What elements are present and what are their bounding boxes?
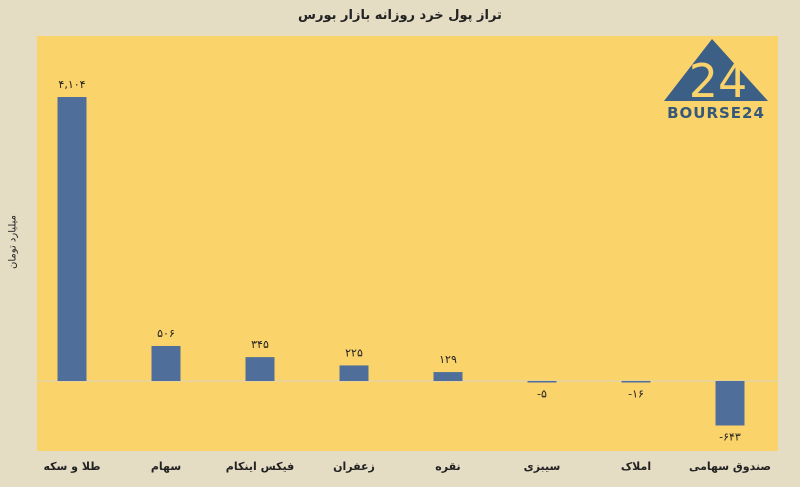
category-label-2: فیکس اینکام <box>226 460 294 473</box>
bar-3 <box>339 365 369 381</box>
value-label-5: -۵ <box>537 388 547 401</box>
bar-2 <box>245 357 275 381</box>
bar-0 <box>57 97 87 381</box>
bar-7 <box>715 381 745 426</box>
value-label-0: ۴,۱۰۴ <box>58 78 85 91</box>
logo-digits: 24 <box>689 54 748 108</box>
category-label-7: صندوق سهامی <box>689 460 771 473</box>
category-label-1: سهام <box>151 460 181 473</box>
bar-1 <box>151 345 181 381</box>
bar-6 <box>621 381 651 383</box>
value-label-2: ۳۴۵ <box>251 338 269 351</box>
chart-title: تراز پول خرد روزانه بازار بورس <box>298 8 502 23</box>
logo-triangle <box>664 39 768 101</box>
value-label-1: ۵۰۶ <box>157 327 175 340</box>
category-label-6: املاک <box>621 460 651 473</box>
bar-4 <box>433 372 463 381</box>
value-label-6: -۱۶ <box>628 388 644 401</box>
category-label-4: نقره <box>435 460 460 473</box>
category-label-5: سیبزی <box>524 460 561 473</box>
bar-5 <box>527 381 557 383</box>
value-label-3: ۲۲۵ <box>345 346 363 359</box>
category-label-0: طلا و سکه <box>43 460 100 473</box>
category-label-3: زعفران <box>333 460 375 473</box>
bourse24-logo-mark: 24 <box>664 39 768 108</box>
plot-area <box>37 36 778 451</box>
logo-wordmark: BOURSE24 <box>667 104 765 122</box>
value-label-7: -۶۴۳ <box>719 430 741 443</box>
value-label-4: ۱۲۹ <box>439 353 457 366</box>
